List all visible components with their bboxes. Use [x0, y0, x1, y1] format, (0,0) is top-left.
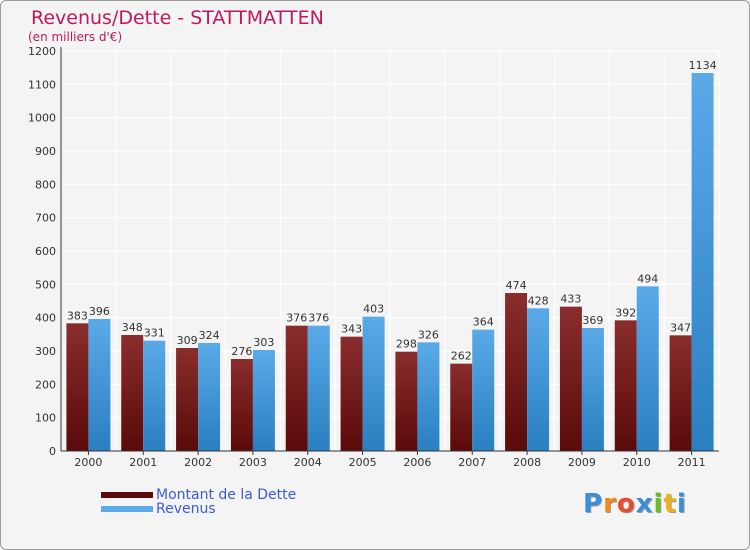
- bar-dette: [121, 335, 144, 451]
- value-label-dette: 276: [231, 345, 252, 358]
- legend-swatch-revenus: [101, 506, 153, 512]
- chart-title: Revenus/Dette - STATTMATTEN: [31, 7, 324, 29]
- value-label-revenus: 428: [528, 294, 549, 307]
- x-tick-label: 2006: [403, 456, 431, 469]
- x-tick-label: 2009: [568, 456, 596, 469]
- bar-revenus: [636, 286, 659, 451]
- legend-label-dette: Montant de la Dette: [156, 487, 297, 503]
- y-tick-label: 1100: [28, 78, 56, 91]
- y-tick-label: 800: [35, 178, 56, 191]
- x-tick-label: 2005: [349, 456, 377, 469]
- value-label-dette: 392: [615, 306, 636, 319]
- bar-revenus: [362, 316, 385, 451]
- logo-letter: i: [676, 489, 687, 519]
- proxiti-logo: Proxiti: [583, 489, 687, 519]
- y-tick-label: 300: [35, 345, 56, 358]
- value-label-revenus: 403: [363, 303, 384, 316]
- value-label-dette: 433: [560, 293, 581, 306]
- bar-revenus: [691, 73, 714, 451]
- bar-dette: [176, 348, 199, 451]
- chart-subtitle: (en milliers d'€): [28, 30, 123, 44]
- y-tick-label: 700: [35, 212, 56, 225]
- legend-label-revenus: Revenus: [156, 501, 216, 517]
- logo-letter: P: [583, 489, 604, 519]
- value-label-dette: 262: [451, 350, 472, 363]
- bar-dette: [285, 325, 308, 451]
- value-label-revenus: 494: [637, 272, 658, 285]
- bar-revenus: [198, 343, 221, 451]
- x-tick-label: 2004: [294, 456, 322, 469]
- bar-dette: [559, 306, 582, 451]
- bar-dette: [230, 359, 253, 451]
- value-label-revenus: 376: [308, 312, 329, 325]
- y-tick-label: 0: [49, 445, 56, 458]
- y-tick-label: 500: [35, 278, 56, 291]
- x-tick-label: 2008: [513, 456, 541, 469]
- value-label-dette: 348: [122, 321, 143, 334]
- bar-dette: [340, 336, 363, 451]
- value-label-dette: 383: [67, 309, 88, 322]
- y-tick-label: 600: [35, 245, 56, 258]
- x-tick-label: 2000: [74, 456, 102, 469]
- logo-letter: t: [663, 489, 677, 519]
- bar-dette: [505, 293, 528, 451]
- value-label-dette: 309: [177, 334, 198, 347]
- legend-item-revenus: Revenus: [101, 501, 216, 517]
- y-tick-label: 900: [35, 145, 56, 158]
- value-label-revenus: 326: [418, 328, 439, 341]
- bar-dette: [66, 323, 89, 451]
- value-label-revenus: 331: [144, 327, 165, 340]
- y-tick-label: 1200: [28, 45, 56, 58]
- bar-dette: [614, 320, 637, 451]
- value-label-dette: 343: [341, 323, 362, 336]
- bar-revenus: [417, 342, 440, 451]
- y-tick-label: 1000: [28, 112, 56, 125]
- value-label-dette: 347: [670, 321, 691, 334]
- x-tick-label: 2007: [458, 456, 486, 469]
- x-tick-label: 2001: [129, 456, 157, 469]
- bar-dette: [395, 351, 418, 451]
- bar-revenus: [143, 340, 166, 451]
- value-label-dette: 298: [396, 338, 417, 351]
- value-label-revenus: 364: [473, 316, 494, 329]
- x-tick-label: 2011: [678, 456, 706, 469]
- bar-dette: [669, 335, 692, 451]
- bar-revenus: [472, 329, 495, 451]
- legend-item-dette: Montant de la Dette: [101, 487, 296, 503]
- value-label-revenus: 303: [253, 336, 274, 349]
- value-label-dette: 376: [286, 312, 307, 325]
- value-label-revenus: 1134: [689, 59, 717, 72]
- bar-revenus: [527, 308, 550, 451]
- logo-letter: i: [653, 489, 664, 519]
- bar-dette: [450, 363, 473, 451]
- value-label-revenus: 369: [582, 314, 603, 327]
- logo-letter: o: [616, 489, 636, 519]
- bar-revenus: [581, 328, 604, 451]
- legend-swatch-dette: [101, 492, 153, 498]
- y-tick-label: 400: [35, 312, 56, 325]
- bar-revenus: [307, 325, 330, 451]
- bar-revenus: [88, 319, 111, 451]
- y-tick-label: 200: [35, 378, 56, 391]
- x-tick-label: 2002: [184, 456, 212, 469]
- value-label-dette: 474: [506, 279, 527, 292]
- value-label-revenus: 396: [89, 305, 110, 318]
- y-tick-label: 100: [35, 412, 56, 425]
- bar-revenus: [252, 350, 275, 451]
- x-tick-label: 2010: [623, 456, 651, 469]
- logo-letter: x: [635, 489, 654, 519]
- value-label-revenus: 324: [199, 329, 220, 342]
- x-tick-label: 2003: [239, 456, 267, 469]
- logo-letter: r: [603, 489, 617, 519]
